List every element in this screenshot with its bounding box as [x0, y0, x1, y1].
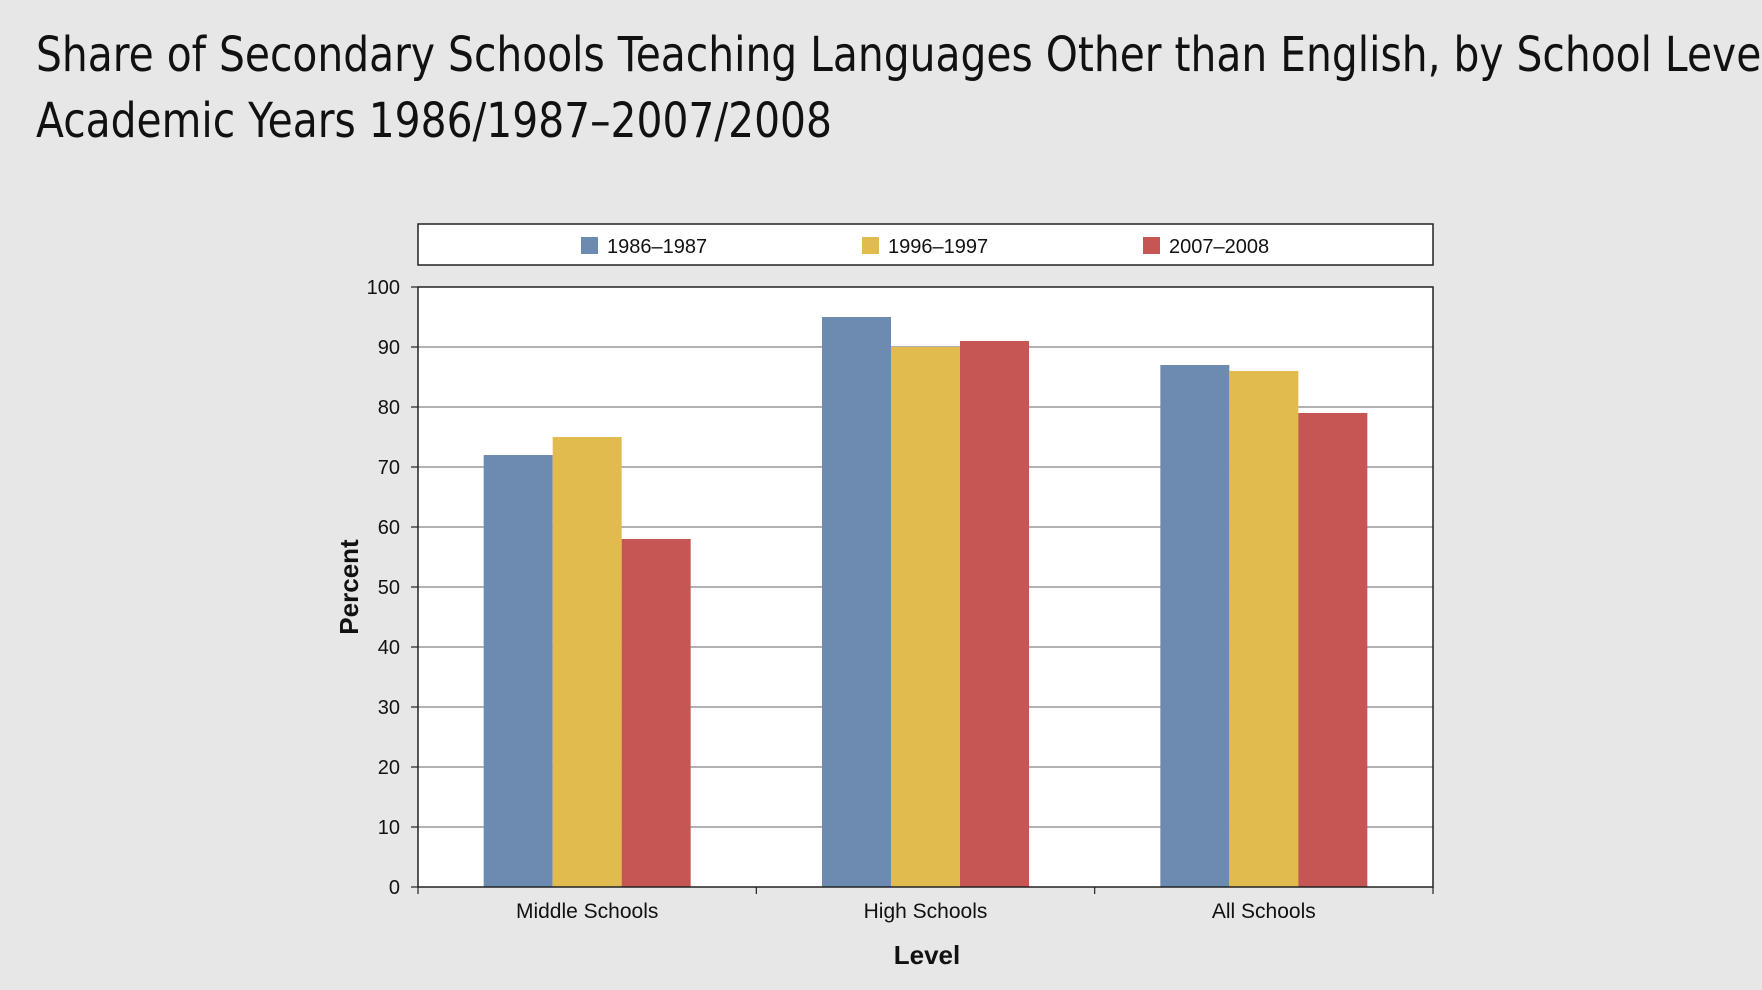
bar — [822, 317, 891, 887]
x-tick-label: High Schools — [864, 900, 988, 923]
x-axis: Middle Schools High Schools All Schools — [417, 887, 1434, 923]
y-tick-label: 40 — [378, 637, 400, 659]
legend-swatch — [1143, 237, 1160, 254]
y-tick-label: 50 — [378, 577, 400, 599]
y-tick-label: 60 — [378, 517, 400, 539]
page-title-line-2: Academic Years 1986/1987–2007/2008 — [36, 93, 832, 149]
y-tick-label: 10 — [378, 817, 400, 839]
y-tick-label: 90 — [378, 337, 400, 359]
y-tick-label: 80 — [378, 397, 400, 419]
legend-label: 2007–2008 — [1169, 236, 1269, 258]
legend: 1986–1987 1996–1997 2007–2008 — [581, 236, 1269, 258]
y-axis: 0 10 20 30 40 50 60 70 80 90 100 — [367, 277, 418, 899]
y-axis-label: Percent — [334, 539, 364, 635]
bar — [1229, 371, 1299, 887]
bar — [1298, 413, 1368, 887]
legend-label: 1986–1987 — [607, 236, 707, 258]
y-tick-label: 0 — [389, 877, 400, 899]
y-tick-label: 30 — [378, 697, 400, 719]
y-tick-label: 20 — [378, 757, 400, 779]
bar — [621, 539, 691, 887]
y-tick-label: 100 — [367, 277, 400, 299]
x-tick-label: All Schools — [1212, 900, 1316, 923]
bar — [891, 347, 960, 887]
legend-swatch — [862, 237, 879, 254]
x-tick-label: Middle Schools — [516, 900, 658, 923]
bar — [552, 437, 622, 887]
bar — [960, 341, 1029, 887]
page-title: Share of Secondary Schools Teaching Lang… — [36, 22, 1762, 154]
page-title-line-1: Share of Secondary Schools Teaching Lang… — [36, 27, 1762, 83]
legend-swatch — [581, 237, 598, 254]
bars — [483, 317, 1368, 887]
bar — [1160, 365, 1230, 887]
legend-label: 1996–1997 — [888, 236, 988, 258]
y-tick-label: 70 — [378, 457, 400, 479]
x-axis-label: Level — [894, 940, 961, 970]
bar — [483, 455, 553, 887]
